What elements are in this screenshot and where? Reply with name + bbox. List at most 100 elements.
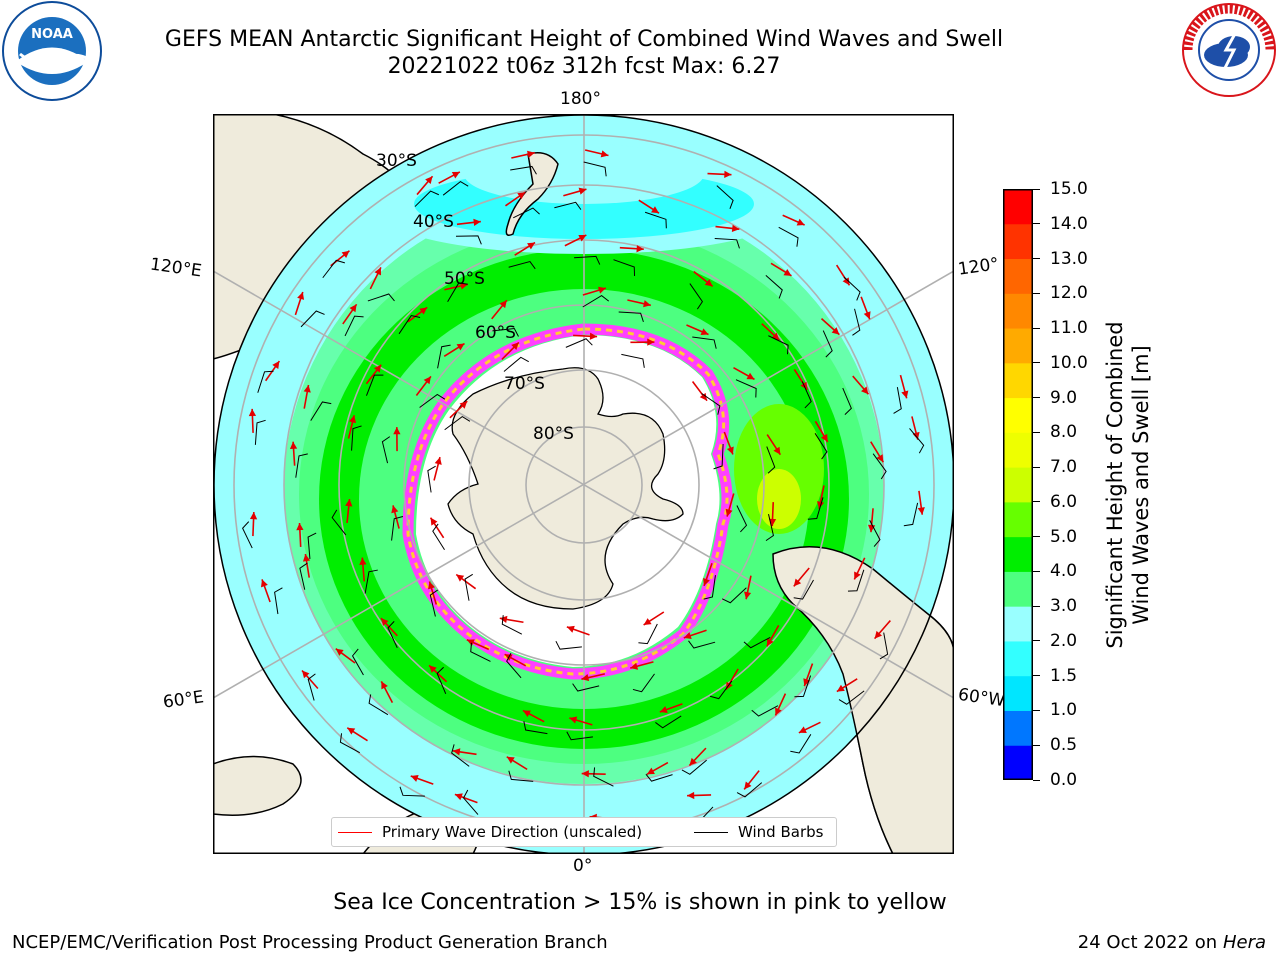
map-legend: Primary Wave Direction (unscaled) Wind B… <box>331 817 837 847</box>
wind-barb <box>583 161 607 177</box>
wind-barb <box>655 715 682 729</box>
wave-direction-arrow <box>853 557 866 580</box>
wave-direction-arrow <box>723 431 734 455</box>
wave-direction-arrow <box>860 296 871 320</box>
wind-barb <box>351 425 362 451</box>
wind-barb <box>869 520 881 547</box>
chart-subtitle: 20221022 t06z 312h fcst Max: 6.27 <box>387 54 781 79</box>
wind-barb <box>442 180 469 196</box>
polar-map <box>213 114 955 856</box>
colorbar-tick-label: 2.0 <box>1033 631 1077 651</box>
colorbar-segment <box>1003 397 1033 433</box>
sea-ice-note: Sea Ice Concentration > 15% is shown in … <box>333 890 947 915</box>
wave-direction-arrow <box>369 267 382 290</box>
colorbar-tick-label: 13.0 <box>1033 249 1088 269</box>
wave-direction-arrow <box>646 761 669 775</box>
footer-branch: NCEP/EMC/Verification Post Processing Pr… <box>12 932 608 953</box>
wind-barb <box>508 770 534 782</box>
wave-direction-arrow <box>899 374 909 399</box>
wind-barb <box>307 673 316 701</box>
wind-barb <box>766 446 776 474</box>
wave-direction-arrow <box>581 673 605 682</box>
wind-barb <box>735 379 757 398</box>
lon-label-120e: 120°E <box>148 254 203 282</box>
colorbar-tick-label: 4.0 <box>1033 561 1077 581</box>
colorbar-border <box>1003 189 1033 780</box>
wave-direction-arrow <box>433 456 442 481</box>
wave-direction-arrow <box>873 620 891 640</box>
colorbar-tick-label: 7.0 <box>1033 457 1077 477</box>
wind-barb <box>638 623 658 645</box>
wind-barb <box>701 393 721 415</box>
colorbar-segment <box>1003 640 1033 677</box>
colorbar-tick-label: 9.0 <box>1033 388 1077 408</box>
colorbar-tick-label: 1.0 <box>1033 700 1077 720</box>
colorbar-segment <box>1003 258 1033 294</box>
colorbar <box>1003 189 1033 780</box>
wind-barb <box>436 666 447 694</box>
wave-direction-arrow <box>248 408 257 433</box>
colorbar-tick-label: 5.0 <box>1033 527 1077 547</box>
colorbar-segment <box>1003 328 1033 364</box>
wave-direction-arrow <box>768 502 777 527</box>
wave-direction-arrow <box>770 262 792 277</box>
wind-barb <box>765 274 783 299</box>
wave-direction-arrow <box>407 306 428 323</box>
wind-barb <box>274 587 283 615</box>
wave-direction-arrow <box>511 150 535 159</box>
wave-direction-arrow <box>688 747 707 767</box>
wave-direction-arrow <box>638 199 660 214</box>
wind-barb <box>387 621 398 649</box>
wind-barb <box>366 374 384 396</box>
wave-direction-arrow <box>814 420 829 443</box>
wind-barb <box>751 705 779 717</box>
wave-direction-arrow <box>347 415 357 439</box>
wave-direction-arrow <box>774 693 787 716</box>
wind-barb <box>814 433 828 460</box>
wind-barb <box>510 165 537 175</box>
colorbar-segment <box>1003 675 1033 711</box>
wind-barb <box>447 282 468 303</box>
wind-barb <box>689 283 704 310</box>
wind-barb <box>299 562 308 590</box>
wave-direction-arrow <box>443 342 465 357</box>
wind-barb <box>310 401 332 421</box>
wave-direction-arrow <box>852 375 870 395</box>
wind-barb <box>437 344 451 369</box>
wave-direction-arrow <box>733 367 755 381</box>
wave-direction-arrow <box>393 427 401 452</box>
wind-barb <box>300 310 325 328</box>
wind-barb <box>503 356 529 372</box>
wave-direction-arrow <box>514 241 536 256</box>
wind-barb <box>295 453 308 478</box>
wave-direction-arrow <box>917 490 925 515</box>
wind-barb <box>893 387 902 414</box>
wind-barb <box>645 773 673 782</box>
wind-barb <box>391 516 404 541</box>
wind-barb <box>872 453 887 480</box>
wave-direction-arrow <box>289 441 298 466</box>
wave-direction-arrow <box>260 579 271 603</box>
wind-barb <box>765 513 774 542</box>
wave-direction-arrow <box>803 663 814 687</box>
footer-date-text: 24 Oct 2022 on <box>1077 932 1223 953</box>
wind-barb <box>692 336 717 349</box>
wave-direction-arrow <box>303 384 311 409</box>
wind-barb <box>381 436 391 464</box>
lon-label-180: 180° <box>560 89 601 109</box>
colorbar-label-line1: Significant Height of Combined <box>1103 321 1127 649</box>
wave-direction-arrow <box>743 770 760 790</box>
colorbar-tick-label: 14.0 <box>1033 214 1088 234</box>
wave-direction-arrow <box>820 318 840 336</box>
wind-barb <box>681 759 707 775</box>
wave-direction-arrow <box>335 648 356 664</box>
wave-direction-arrow <box>643 611 665 626</box>
colorbar-tick-label: 1.5 <box>1033 666 1077 686</box>
lat-label-50s: 50°S <box>444 269 485 289</box>
colorbar-tick-label: 12.0 <box>1033 283 1088 303</box>
colorbar-tick-label: 11.0 <box>1033 318 1088 338</box>
wind-barb <box>703 575 716 600</box>
wave-direction-arrow <box>627 299 651 308</box>
wave-direction-arrow <box>438 171 461 184</box>
wave-direction-arrow <box>782 214 805 226</box>
